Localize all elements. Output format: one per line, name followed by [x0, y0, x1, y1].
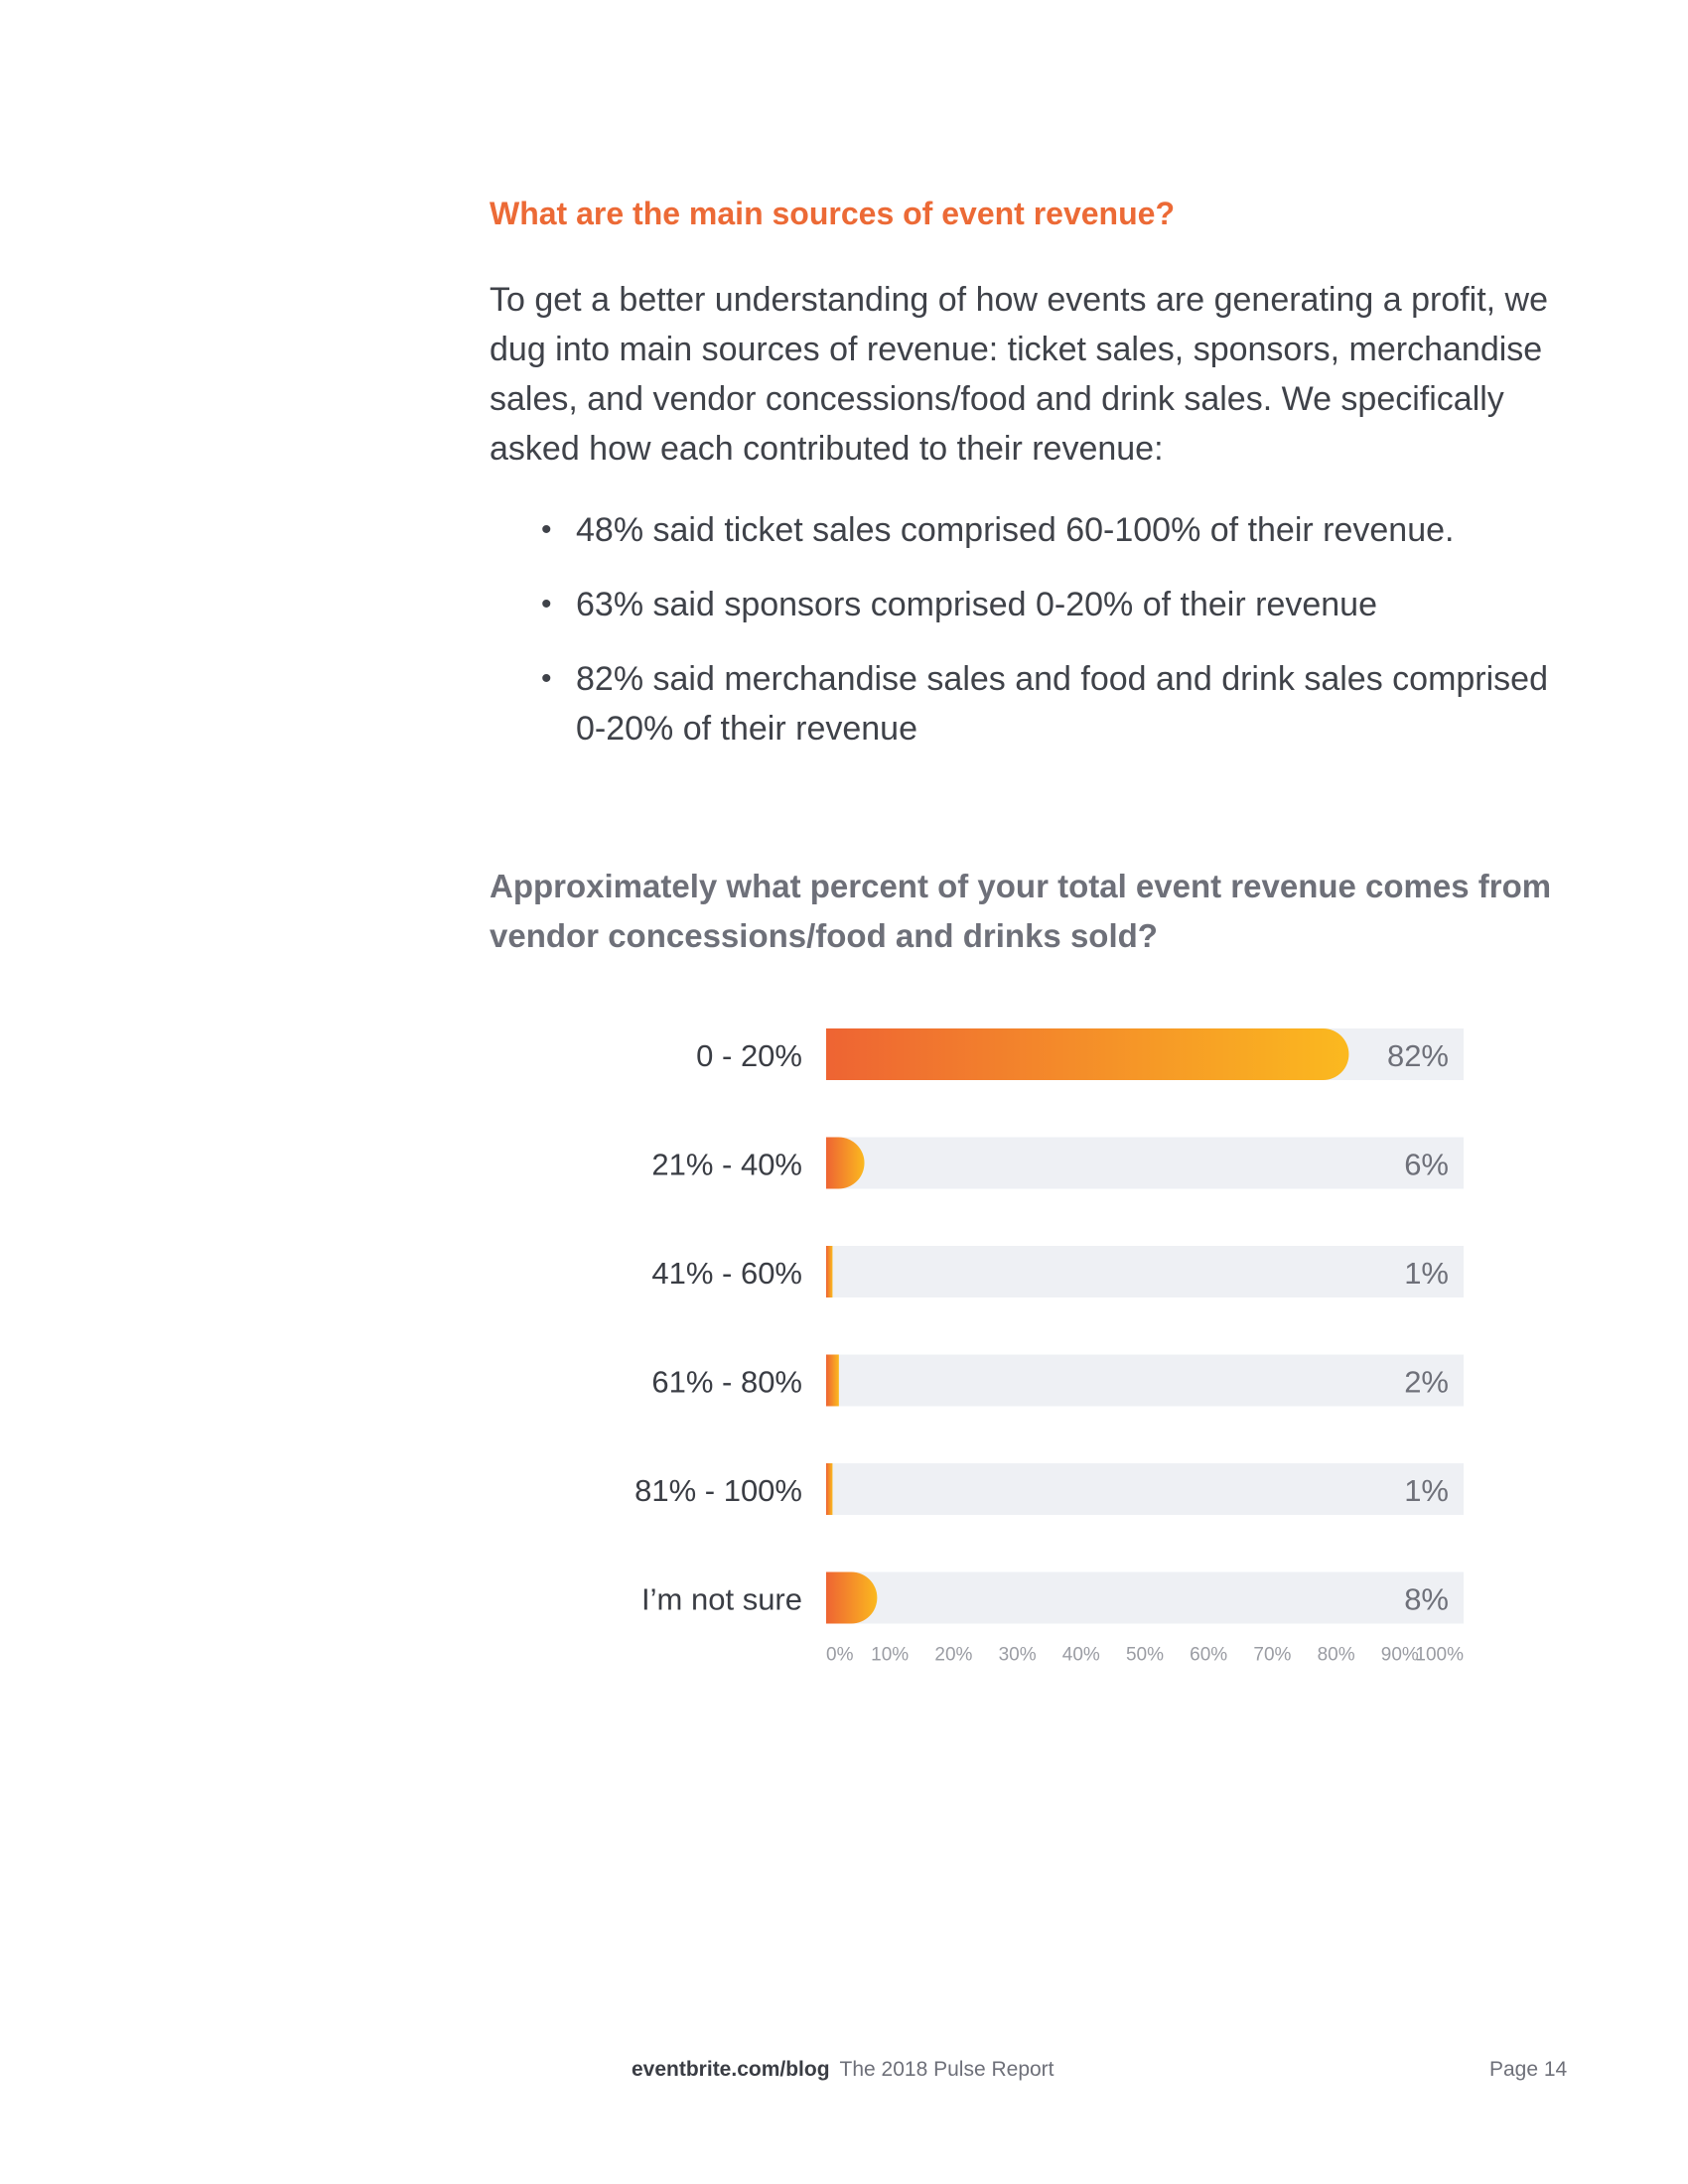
x-tick-label: 90% [1381, 1645, 1419, 1666]
bullet-list: • 48% said ticket sales comprised 60-100%… [490, 505, 1572, 753]
x-tick-label: 70% [1253, 1645, 1291, 1666]
bar [826, 1246, 833, 1297]
category-label: 61% - 80% [651, 1365, 802, 1400]
bar [826, 1571, 878, 1624]
x-tick-label: 100% [1415, 1645, 1464, 1666]
section-heading: What are the main sources of event reven… [490, 196, 1175, 231]
x-tick-label: 0% [826, 1645, 854, 1666]
category-label: 0 - 20% [696, 1038, 802, 1073]
x-tick-label: 30% [999, 1645, 1037, 1666]
x-tick-label: 20% [934, 1645, 972, 1666]
x-tick-label: 60% [1190, 1645, 1227, 1666]
footer-report-title: The 2018 Pulse Report [839, 2058, 1055, 2081]
bar [826, 1463, 833, 1515]
revenue-bar-chart: 0 - 20% 82% 21% - 40% 6% 41% - 60% 1% 61% - 80… [634, 1028, 1464, 1666]
bar-track [826, 1571, 1464, 1624]
bar-track [826, 1463, 1464, 1515]
data-label: 1% [1404, 1256, 1449, 1291]
page-number: Page 14 [1489, 2058, 1568, 2081]
data-label: 8% [1404, 1582, 1449, 1617]
bar [826, 1028, 1349, 1081]
bullet-icon: • [541, 513, 552, 546]
x-tick-label: 80% [1318, 1645, 1355, 1666]
data-label: 82% [1387, 1038, 1449, 1073]
x-tick-label: 10% [871, 1645, 909, 1666]
data-label: 6% [1404, 1148, 1449, 1182]
data-label: 2% [1404, 1365, 1449, 1400]
list-item: • 48% said ticket sales comprised 60-100%… [490, 505, 1572, 555]
bar-track [826, 1354, 1464, 1407]
intro-paragraph: To get a better understanding of how eve… [490, 281, 1549, 468]
bar-track [826, 1137, 1464, 1189]
footer-site-link[interactable]: eventbrite.com/blog [632, 2058, 830, 2081]
bar [826, 1137, 865, 1189]
bullet-icon: • [541, 588, 552, 620]
x-tick-label: 50% [1126, 1645, 1164, 1666]
bullet-text: 48% said ticket sales comprised 60-100% … [576, 511, 1455, 549]
bullet-icon: • [541, 662, 552, 695]
bar [826, 1354, 839, 1407]
bullet-text: 82% said merchandise sales and food and … [576, 660, 1548, 748]
list-item: • 63% said sponsors comprised 0-20% of th… [490, 580, 1572, 629]
footer-left: eventbrite.com/blog The 2018 Pulse Report [632, 2055, 1055, 2085]
data-label: 1% [1404, 1473, 1449, 1508]
category-label: 21% - 40% [651, 1148, 802, 1182]
x-tick-label: 40% [1062, 1645, 1100, 1666]
section: What are the main sources of event reven… [490, 194, 1572, 778]
chart-question: Approximately what percent of your total… [490, 868, 1552, 954]
list-item: • 82% said merchandise sales and food and… [490, 654, 1572, 753]
bullet-text: 63% said sponsors comprised 0-20% of the… [576, 586, 1377, 623]
category-label: 41% - 60% [651, 1256, 802, 1291]
category-label: 81% - 100% [634, 1473, 802, 1508]
bar-track [826, 1246, 1464, 1297]
category-label: I’m not sure [641, 1582, 802, 1617]
